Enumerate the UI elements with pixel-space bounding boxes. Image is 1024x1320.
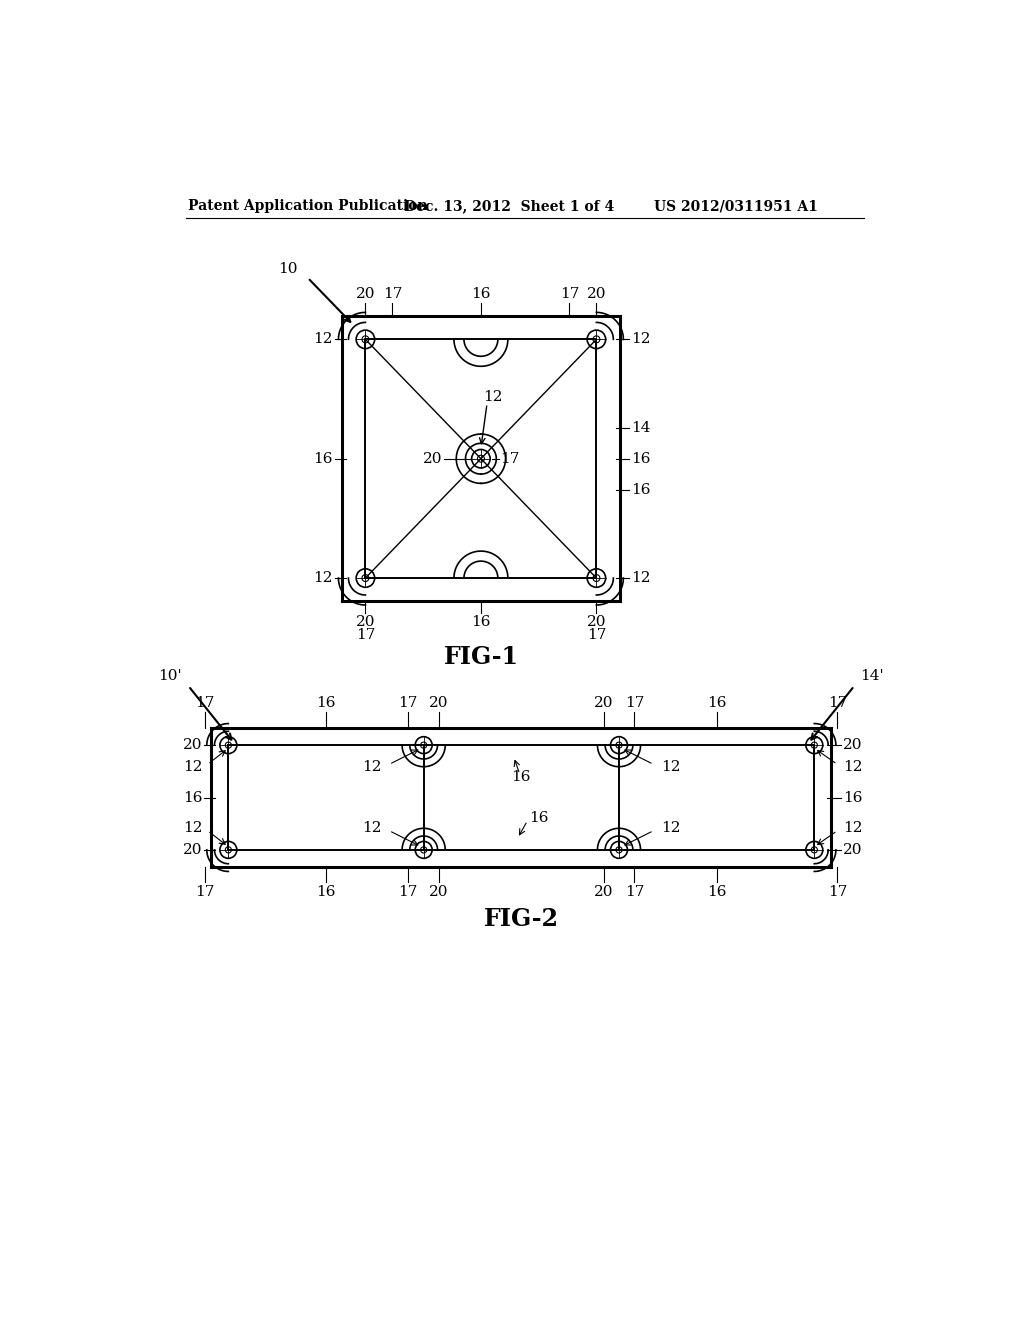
Text: 17: 17	[827, 886, 847, 899]
Text: 20: 20	[587, 615, 606, 630]
Text: 16: 16	[707, 886, 726, 899]
Text: 12: 12	[361, 821, 381, 836]
Text: Patent Application Publication: Patent Application Publication	[188, 199, 428, 213]
Text: 16: 16	[316, 886, 336, 899]
Text: 20: 20	[594, 886, 613, 899]
Text: 12: 12	[313, 572, 333, 585]
Text: US 2012/0311951 A1: US 2012/0311951 A1	[654, 199, 818, 213]
Text: 17: 17	[625, 696, 644, 710]
Text: 17: 17	[560, 286, 580, 301]
Text: 12: 12	[313, 333, 333, 346]
Text: 16: 16	[316, 696, 336, 710]
Text: 16: 16	[471, 615, 490, 630]
Text: 20: 20	[423, 451, 442, 466]
Text: 16: 16	[313, 451, 333, 466]
Text: 12: 12	[662, 821, 681, 836]
Text: 20: 20	[843, 843, 862, 857]
Text: 17: 17	[196, 696, 215, 710]
Text: 12: 12	[482, 391, 502, 404]
Text: 20: 20	[182, 843, 202, 857]
Text: 12: 12	[843, 760, 862, 774]
Text: 12: 12	[631, 333, 650, 346]
Text: 16: 16	[471, 286, 490, 301]
Text: 17: 17	[398, 696, 418, 710]
Text: 16: 16	[843, 791, 862, 804]
Text: 20: 20	[429, 696, 449, 710]
Text: 20: 20	[843, 738, 862, 752]
Text: 20: 20	[355, 286, 375, 301]
Text: FIG-2: FIG-2	[483, 907, 559, 931]
Text: 14': 14'	[860, 669, 884, 682]
Text: 12: 12	[182, 821, 202, 836]
Text: 16: 16	[707, 696, 726, 710]
Text: 17: 17	[625, 886, 644, 899]
Text: 17: 17	[587, 628, 606, 642]
Text: 16: 16	[512, 771, 531, 784]
Text: 10': 10'	[159, 669, 182, 682]
Text: Dec. 13, 2012  Sheet 1 of 4: Dec. 13, 2012 Sheet 1 of 4	[403, 199, 614, 213]
Text: 12: 12	[361, 760, 381, 774]
Text: 12: 12	[182, 760, 202, 774]
Text: FIG-1: FIG-1	[443, 644, 518, 669]
Text: 10: 10	[279, 261, 298, 276]
Text: 17: 17	[196, 886, 215, 899]
Text: 12: 12	[843, 821, 862, 836]
Text: 16: 16	[529, 810, 549, 825]
Text: 12: 12	[631, 572, 650, 585]
Text: 17: 17	[355, 628, 375, 642]
Text: 17: 17	[383, 286, 402, 301]
Text: 20: 20	[594, 696, 613, 710]
Text: 20: 20	[429, 886, 449, 899]
Text: 20: 20	[355, 615, 375, 630]
Text: 12: 12	[662, 760, 681, 774]
Text: 20: 20	[182, 738, 202, 752]
Text: 16: 16	[182, 791, 202, 804]
Text: 17: 17	[500, 451, 519, 466]
Text: 20: 20	[587, 286, 606, 301]
Text: 17: 17	[398, 886, 418, 899]
Text: 17: 17	[827, 696, 847, 710]
Text: 16: 16	[631, 451, 650, 466]
Text: 16: 16	[631, 483, 650, 496]
Text: 14: 14	[631, 421, 650, 434]
